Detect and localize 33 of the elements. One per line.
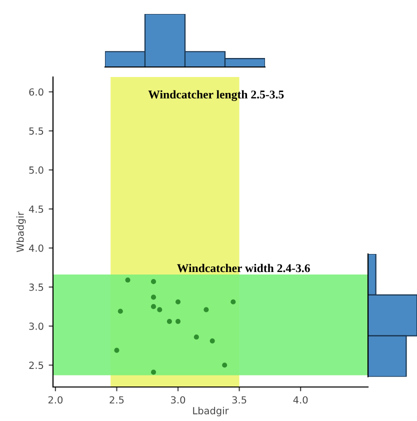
x-tick-label: 2.0 — [48, 396, 63, 404]
point — [114, 348, 120, 353]
point — [125, 277, 130, 283]
point — [166, 318, 172, 324]
point — [150, 294, 156, 300]
point — [204, 307, 209, 312]
y-tick-label: 4.0 — [28, 244, 44, 252]
y-axis-title: Wbadgir — [16, 212, 26, 252]
band-label: Windcatcher length 2.5-3.5 — [148, 90, 284, 101]
x-tick-label: 2.5 — [110, 396, 124, 404]
point — [230, 299, 236, 304]
point — [175, 299, 181, 304]
y-tick-label: 5.5 — [29, 127, 44, 135]
point — [222, 362, 228, 368]
x-tick-label: 3.5 — [232, 396, 246, 404]
point — [150, 304, 156, 310]
y-tick-label: 2.5 — [29, 362, 44, 369]
point — [150, 279, 156, 284]
x-axis-title: Lbadgir — [193, 406, 229, 416]
band-label: Windcatcher width 2.4-3.6 — [177, 264, 310, 272]
point — [157, 307, 162, 312]
x-tick-label: 3.0 — [171, 396, 186, 404]
y-tick-label: 3.5 — [29, 284, 44, 291]
point — [118, 308, 123, 314]
y-tick-label: 3.0 — [29, 322, 44, 330]
point — [194, 334, 199, 340]
point — [175, 318, 181, 324]
point — [150, 370, 156, 375]
y-tick-label: 4.5 — [28, 206, 44, 213]
x-tick-label: 4.0 — [293, 396, 308, 404]
y-tick-label: 6.0 — [29, 88, 44, 96]
y-tick-label: 5.0 — [29, 166, 44, 174]
point — [210, 338, 215, 344]
